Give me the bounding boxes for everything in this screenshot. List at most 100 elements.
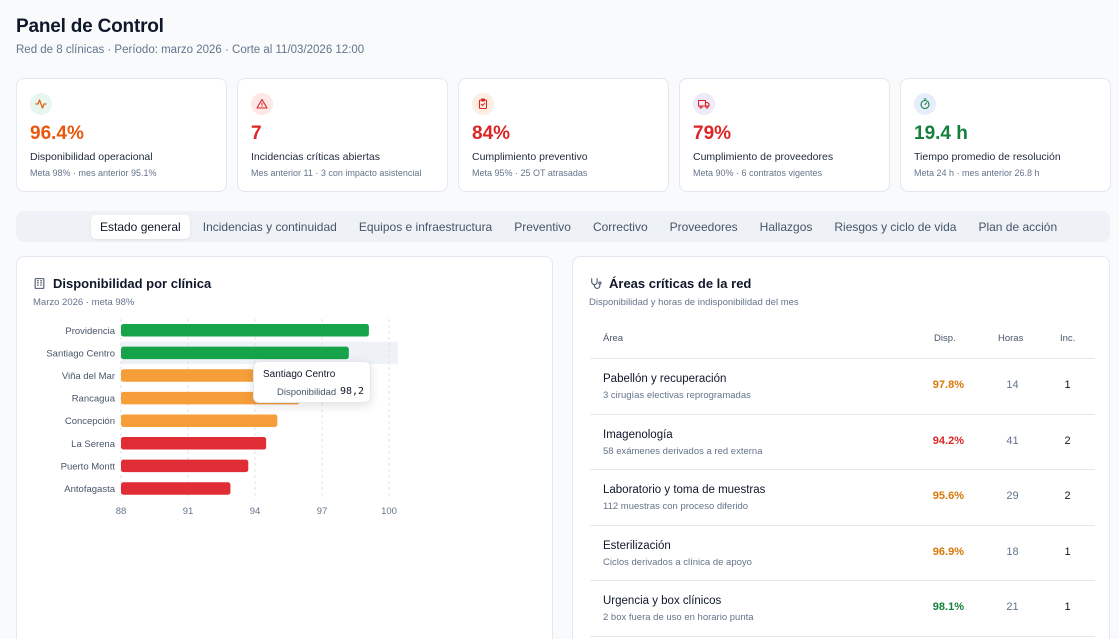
kpi-note: Meta 24 h · mes anterior 26.8 h	[914, 168, 1040, 178]
critical-areas-title-text: Áreas críticas de la red	[609, 276, 752, 291]
table-header: Área Disp. Horas Inc.	[590, 327, 1095, 359]
chart-tick-label: 94	[250, 506, 261, 517]
col-area: Área	[603, 333, 624, 344]
kpi-value: 7	[251, 123, 262, 144]
alert-triangle-icon	[251, 93, 273, 115]
area-availability: 95.6%	[932, 490, 964, 502]
stethoscope-icon	[589, 277, 602, 290]
truck-icon	[693, 93, 715, 115]
kpi-card-preventive-compliance[interactable]: 84% Cumplimiento preventivo Meta 95% · 2…	[458, 78, 669, 192]
tab-incidencias[interactable]: Incidencias y continuidad	[202, 219, 337, 234]
area-hours: 18	[1006, 545, 1019, 558]
table-row[interactable]: Imagenología 58 exámenes derivados a red…	[590, 415, 1095, 470]
area-name: Laboratorio y toma de muestras	[603, 484, 766, 496]
tab-plan-accion[interactable]: Plan de acción	[978, 219, 1058, 234]
chart-bar[interactable]	[121, 437, 267, 450]
chart-category-label: Rancagua	[72, 394, 116, 405]
area-note: 112 muestras con proceso diferido	[603, 501, 749, 512]
area-availability: 98.1%	[932, 601, 964, 613]
availability-subtitle: Marzo 2026 · meta 98%	[33, 297, 135, 308]
activity-icon	[30, 93, 52, 115]
chart-category-label: La Serena	[71, 439, 116, 450]
tabs-bar: Estado general Incidencias y continuidad…	[16, 211, 1110, 242]
col-inc: Inc.	[1060, 333, 1076, 344]
kpi-value: 19.4 h	[914, 123, 968, 144]
area-hours: 21	[1006, 601, 1019, 613]
kpi-value: 79%	[693, 123, 732, 144]
clipboard-check-icon	[472, 93, 494, 115]
page-subtitle: Red de 8 clínicas · Período: marzo 2026 …	[16, 44, 365, 56]
area-name: Urgencia y box clínicos	[603, 595, 722, 607]
availability-panel: Disponibilidad por clínica Marzo 2026 · …	[16, 256, 553, 639]
critical-areas-title: Áreas críticas de la red	[589, 276, 751, 291]
kpi-label: Incidencias críticas abiertas	[251, 151, 380, 163]
area-incidents: 1	[1064, 601, 1071, 613]
kpi-card-supplier-compliance[interactable]: 79% Cumplimiento de proveedores Meta 90%…	[679, 78, 890, 192]
chart-tick-label: 88	[116, 506, 127, 517]
col-disp: Disp.	[934, 333, 956, 344]
chart-bar[interactable]	[121, 324, 369, 337]
area-availability: 94.2%	[932, 434, 964, 447]
kpi-label: Cumplimiento de proveedores	[693, 151, 834, 163]
kpi-label: Disponibilidad operacional	[30, 151, 153, 163]
chart-category-label: Puerto Montt	[61, 461, 116, 472]
kpi-row: 96.4% Disponibilidad operacional Meta 98…	[16, 78, 1111, 192]
area-note: 58 exámenes derivados a red externa	[603, 445, 763, 457]
chart-category-label: Providencia	[65, 326, 115, 337]
area-availability: 97.8%	[932, 379, 964, 391]
kpi-card-resolution-time[interactable]: 19.4 h Tiempo promedio de resolución Met…	[900, 78, 1111, 192]
area-incidents: 1	[1064, 379, 1071, 391]
page-title: Panel de Control	[16, 16, 164, 37]
kpi-note: Mes anterior 11 · 3 con impacto asistenc…	[251, 168, 422, 178]
area-incidents: 1	[1064, 545, 1071, 558]
tab-preventivo[interactable]: Preventivo	[514, 219, 571, 234]
chart-tick-label: 97	[317, 506, 328, 517]
critical-areas-panel: Áreas críticas de la red Disponibilidad …	[572, 256, 1110, 639]
chart-tick-label: 100	[381, 506, 397, 517]
area-name: Pabellón y recuperación	[603, 373, 727, 385]
chart-bar[interactable]	[121, 414, 278, 427]
area-note: Ciclos derivados a clínica de apoyo	[603, 556, 752, 568]
chart-bar[interactable]	[121, 482, 231, 495]
chart-bar[interactable]	[121, 459, 249, 473]
table-row[interactable]: Laboratorio y toma de muestras 112 muest…	[590, 470, 1095, 526]
availability-title: Disponibilidad por clínica	[33, 276, 211, 291]
area-note: 3 cirugías electivas reprogramadas	[603, 390, 751, 401]
area-name: Esterilización	[603, 539, 671, 552]
chart-tooltip: Santiago Centro Disponibilidad 98,2	[253, 361, 371, 403]
kpi-value: 96.4%	[30, 123, 84, 144]
building-icon	[33, 277, 46, 290]
tooltip-value: 98,2	[340, 386, 365, 397]
timer-icon	[914, 93, 936, 115]
tab-hallazgos[interactable]: Hallazgos	[759, 219, 813, 234]
area-hours: 41	[1006, 434, 1019, 447]
table-row[interactable]: Urgencia y box clínicos 2 box fuera de u…	[590, 581, 1095, 637]
chart-category-label: Antofagasta	[64, 484, 115, 495]
chart-category-label: Viña del Mar	[62, 371, 115, 382]
chart-tick-label: 91	[183, 506, 194, 517]
critical-areas-subtitle: Disponibilidad y horas de indisponibilid…	[589, 297, 799, 308]
chart-bar[interactable]	[121, 346, 349, 360]
tooltip-label: Disponibilidad	[277, 387, 337, 398]
tab-proveedores[interactable]: Proveedores	[669, 219, 738, 234]
area-incidents: 2	[1064, 434, 1071, 447]
kpi-card-critical-incidents[interactable]: 7 Incidencias críticas abiertas Mes ante…	[237, 78, 448, 192]
area-hours: 14	[1006, 379, 1019, 391]
availability-title-text: Disponibilidad por clínica	[53, 276, 212, 291]
chart-category-label: Santiago Centro	[46, 348, 115, 359]
table-row[interactable]: Esterilización Ciclos derivados a clínic…	[590, 526, 1095, 581]
table-row[interactable]: Pabellón y recuperación 3 cirugías elect…	[590, 359, 1095, 415]
kpi-note: Meta 98% · mes anterior 95.1%	[30, 168, 157, 178]
kpi-value: 84%	[472, 123, 511, 144]
tab-correctivo[interactable]: Correctivo	[592, 219, 648, 234]
area-incidents: 2	[1064, 490, 1071, 502]
kpi-label: Tiempo promedio de resolución	[914, 151, 1061, 163]
kpi-card-availability[interactable]: 96.4% Disponibilidad operacional Meta 98…	[16, 78, 227, 192]
area-availability: 96.9%	[932, 545, 964, 558]
tab-equipos[interactable]: Equipos e infraestructura	[358, 219, 493, 234]
tab-riesgos[interactable]: Riesgos y ciclo de vida	[834, 219, 957, 234]
tab-estado-general[interactable]: Estado general	[91, 214, 190, 239]
area-note: 2 box fuera de uso en horario punta	[603, 612, 754, 623]
tooltip-title: Santiago Centro	[263, 369, 336, 380]
kpi-note: Meta 95% · 25 OT atrasadas	[472, 168, 588, 178]
